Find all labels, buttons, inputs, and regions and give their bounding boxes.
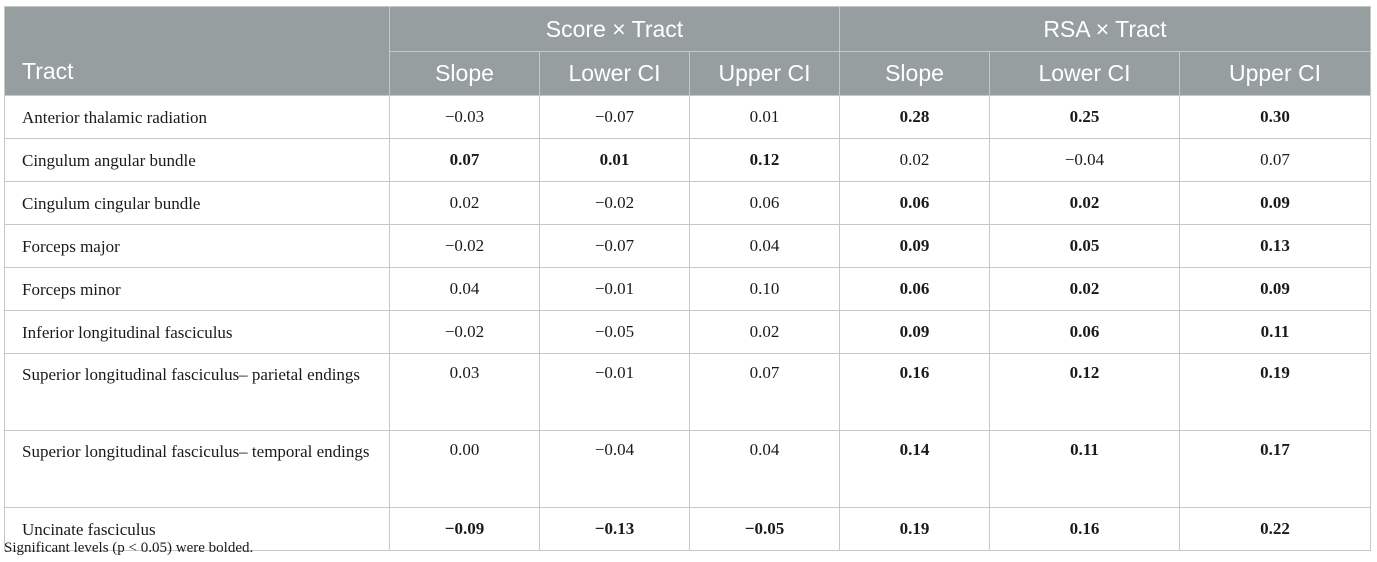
table-row: Cingulum cingular bundle 0.02 −0.02 0.06 0.0… <box>4 181 1371 225</box>
value-cell: 0.28 <box>839 95 990 139</box>
results-table-container: Tract Score × Tract RSA × Tract Slope Lo… <box>4 6 1371 551</box>
value-cell: −0.01 <box>539 267 690 311</box>
value-cell: −0.13 <box>539 507 690 551</box>
value-cell: −0.03 <box>389 95 540 139</box>
value-cell: 0.30 <box>1179 95 1371 139</box>
tract-name-cell: Superior longitudinal fasciculus– tempor… <box>4 430 390 508</box>
value-cell: 0.01 <box>689 95 840 139</box>
value-cell: 0.06 <box>689 181 840 225</box>
value-cell: −0.04 <box>539 430 690 508</box>
value-cell: 0.03 <box>389 353 540 431</box>
column-header-rsa-upper-ci: Upper CI <box>1179 51 1371 96</box>
value-cell: 0.13 <box>1179 224 1371 268</box>
value-cell: −0.02 <box>389 224 540 268</box>
table-row: Forceps major −0.02 −0.07 0.04 0.09 0.05 0.13 <box>4 224 1371 268</box>
value-cell: 0.09 <box>839 310 990 354</box>
value-cell: −0.01 <box>539 353 690 431</box>
value-cell: 0.07 <box>1179 138 1371 182</box>
table-row: Superior longitudinal fasciculus– pariet… <box>4 353 1371 431</box>
results-table: Tract Score × Tract RSA × Tract Slope Lo… <box>4 6 1371 551</box>
value-cell: −0.07 <box>539 95 690 139</box>
tract-name-cell: Superior longitudinal fasciculus– pariet… <box>4 353 390 431</box>
table-row: Anterior thalamic radiation −0.03 −0.07 0.0… <box>4 95 1371 139</box>
value-cell: 0.04 <box>689 430 840 508</box>
value-cell: 0.11 <box>989 430 1180 508</box>
value-cell: 0.09 <box>1179 267 1371 311</box>
value-cell: 0.14 <box>839 430 990 508</box>
value-cell: 0.00 <box>389 430 540 508</box>
table-row: Uncinate fasciculus −0.09 −0.13 −0.05 0.19 0.… <box>4 507 1371 551</box>
value-cell: 0.07 <box>389 138 540 182</box>
table-row: Superior longitudinal fasciculus– tempor… <box>4 430 1371 508</box>
tract-name-cell: Inferior longitudinal fasciculus <box>4 310 390 354</box>
value-cell: 0.04 <box>689 224 840 268</box>
value-cell: 0.06 <box>839 181 990 225</box>
value-cell: −0.02 <box>539 181 690 225</box>
column-header-score-slope: Slope <box>389 51 540 96</box>
table-footnote: Significant levels (p < 0.05) were bolde… <box>4 540 254 556</box>
value-cell: 0.09 <box>839 224 990 268</box>
value-cell: 0.19 <box>839 507 990 551</box>
value-cell: −0.05 <box>689 507 840 551</box>
value-cell: −0.07 <box>539 224 690 268</box>
value-cell: 0.07 <box>689 353 840 431</box>
tract-name-cell: Cingulum cingular bundle <box>4 181 390 225</box>
value-cell: 0.02 <box>389 181 540 225</box>
value-cell: 0.02 <box>989 267 1180 311</box>
value-cell: 0.17 <box>1179 430 1371 508</box>
value-cell: 0.10 <box>689 267 840 311</box>
tract-name-cell: Uncinate fasciculus <box>4 507 390 551</box>
value-cell: 0.16 <box>839 353 990 431</box>
tract-name-cell: Cingulum angular bundle <box>4 138 390 182</box>
tract-name-cell: Forceps major <box>4 224 390 268</box>
value-cell: 0.02 <box>689 310 840 354</box>
value-cell: 0.01 <box>539 138 690 182</box>
value-cell: 0.11 <box>1179 310 1371 354</box>
value-cell: 0.12 <box>689 138 840 182</box>
tract-name-cell: Anterior thalamic radiation <box>4 95 390 139</box>
table-row: Inferior longitudinal fasciculus −0.02 −0.… <box>4 310 1371 354</box>
value-cell: 0.09 <box>1179 181 1371 225</box>
column-header-rsa-slope: Slope <box>839 51 990 96</box>
value-cell: 0.05 <box>989 224 1180 268</box>
group-header-score: Score × Tract <box>389 6 840 52</box>
value-cell: −0.02 <box>389 310 540 354</box>
column-header-score-upper-ci: Upper CI <box>689 51 840 96</box>
value-cell: 0.06 <box>839 267 990 311</box>
value-cell: 0.19 <box>1179 353 1371 431</box>
value-cell: 0.22 <box>1179 507 1371 551</box>
value-cell: 0.16 <box>989 507 1180 551</box>
group-header-rsa: RSA × Tract <box>839 6 1371 52</box>
value-cell: 0.12 <box>989 353 1180 431</box>
table-header: Tract Score × Tract RSA × Tract Slope Lo… <box>4 6 1371 96</box>
table-body: Anterior thalamic radiation −0.03 −0.07 0.0… <box>4 95 1371 551</box>
column-header-score-lower-ci: Lower CI <box>539 51 690 96</box>
value-cell: 0.06 <box>989 310 1180 354</box>
column-header-rsa-lower-ci: Lower CI <box>989 51 1180 96</box>
value-cell: −0.05 <box>539 310 690 354</box>
value-cell: 0.04 <box>389 267 540 311</box>
value-cell: 0.02 <box>989 181 1180 225</box>
value-cell: −0.09 <box>389 507 540 551</box>
table-row: Forceps minor 0.04 −0.01 0.10 0.06 0.02 0.09 <box>4 267 1371 311</box>
value-cell: −0.04 <box>989 138 1180 182</box>
table-row: Cingulum angular bundle 0.07 0.01 0.12 0.02−… <box>4 138 1371 182</box>
value-cell: 0.02 <box>839 138 990 182</box>
column-header-tract: Tract <box>4 6 390 96</box>
value-cell: 0.25 <box>989 95 1180 139</box>
tract-name-cell: Forceps minor <box>4 267 390 311</box>
